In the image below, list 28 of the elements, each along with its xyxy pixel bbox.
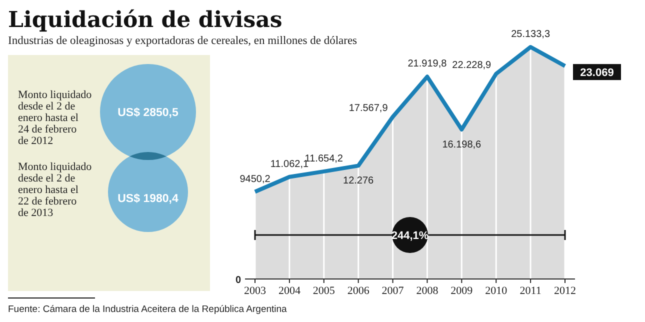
x-tick-label: 2012 <box>554 285 576 297</box>
data-label: 25.133,3 <box>511 29 550 40</box>
x-tick-label: 2004 <box>278 285 301 297</box>
data-label: 9450,2 <box>240 174 271 185</box>
category-label: Monto liquidado desde el 2 de enero hasta el 22 de febrero de 2013 <box>18 161 92 220</box>
source-note: Fuente: Cámara de la Industria Aceitera de la República Argentina <box>8 304 288 315</box>
x-tick-label: 2006 <box>347 285 370 297</box>
x-tick-label: 2009 <box>450 285 474 297</box>
data-label: 23.069 <box>580 67 614 80</box>
x-tick-label: 2003 <box>244 285 266 297</box>
text: Industrias de oleaginosas y exportadoras de cereales, en millones de dólares <box>8 35 358 47</box>
data-label: 16.198,6 <box>442 139 482 150</box>
x-tick-label: 2011 <box>520 285 542 297</box>
category-label: Monto liquidado desde el 2 de enero hasta el 24 de febrero de 2012 <box>18 89 92 147</box>
x-tick-label: 2008 <box>416 285 439 297</box>
data-label: 22.228,9 <box>452 60 492 71</box>
annotation: 244,1% <box>391 230 429 242</box>
x-tick-label: 2010 <box>485 285 508 297</box>
data-label: 12.276 <box>343 176 374 187</box>
data-label: 17.567,9 <box>348 102 388 114</box>
data-label: US$ 1980,4 <box>118 193 179 206</box>
data-label: US$ 2850,5 <box>118 107 179 119</box>
x-tick-label: 2005 <box>312 285 336 297</box>
data-label: 11.654,2 <box>304 153 344 164</box>
annotation: 0 <box>235 275 242 286</box>
x-tick-label: 2007 <box>382 285 404 297</box>
text: Liquidación de divisas <box>8 7 282 33</box>
data-label: 21.919,8 <box>408 58 448 70</box>
